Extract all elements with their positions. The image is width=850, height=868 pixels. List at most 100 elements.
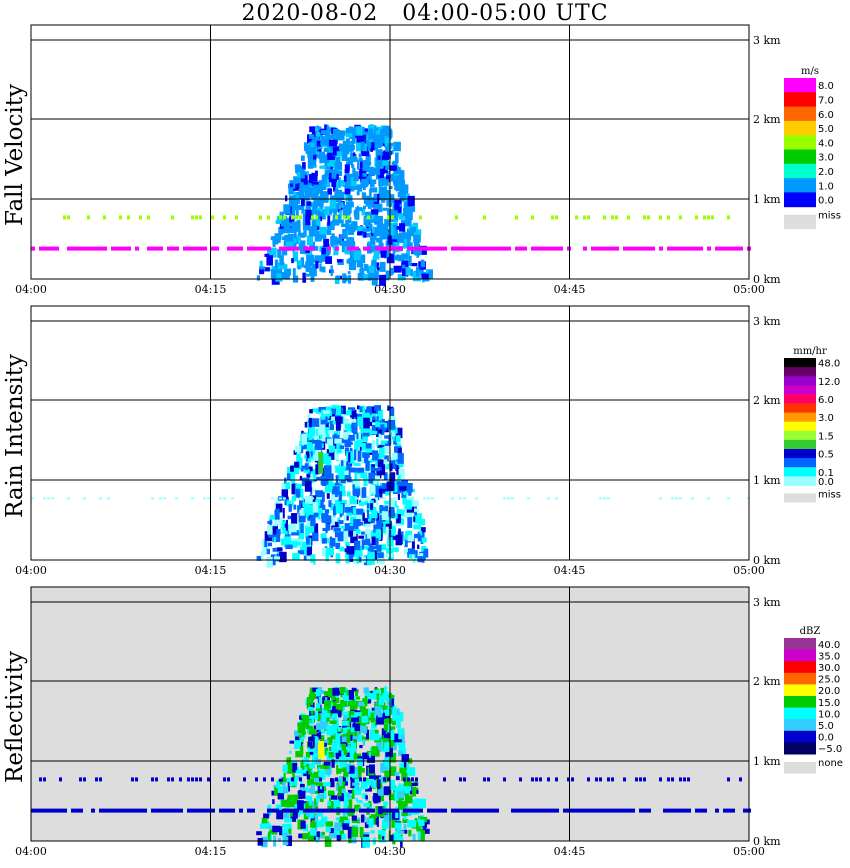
echo-cell	[350, 177, 357, 187]
echo-cell	[297, 800, 304, 811]
echo-cell	[342, 448, 345, 454]
band-cell	[395, 808, 399, 813]
echo-cell	[384, 426, 393, 433]
band-cell	[115, 808, 119, 813]
band-cell	[387, 246, 391, 251]
echo-cell	[292, 811, 298, 819]
band-cell	[127, 215, 130, 220]
echo-cell	[314, 813, 319, 824]
band-cell	[451, 808, 455, 813]
echo-cell	[325, 479, 333, 490]
band-cell	[171, 246, 175, 251]
echo-cell	[356, 144, 364, 149]
echo-cell	[293, 227, 297, 239]
echo-cell	[363, 486, 366, 495]
band-cell	[607, 246, 611, 251]
band-cell	[607, 777, 610, 782]
echo-cell	[375, 529, 382, 541]
echo-cell	[273, 517, 278, 529]
echo-cell	[363, 273, 371, 281]
echo-cell	[313, 748, 319, 759]
echo-cell	[345, 177, 351, 189]
band-cell	[171, 777, 174, 782]
echo-cell	[344, 692, 352, 701]
echo-cell	[328, 139, 337, 147]
band-cell	[603, 808, 607, 813]
echo-cell	[311, 246, 319, 251]
echo-cell	[272, 825, 281, 833]
echo-cell	[397, 469, 405, 480]
band-cell	[263, 777, 266, 782]
band-cell	[555, 246, 559, 251]
echo-cell	[363, 176, 370, 185]
echo-cell	[304, 463, 309, 471]
echo-cell	[342, 746, 350, 753]
band-cell	[275, 808, 279, 813]
echo-cell	[328, 430, 335, 435]
band-cell	[207, 777, 210, 782]
echo-cell	[292, 268, 296, 277]
echo-cell	[362, 173, 368, 177]
echo-cell	[274, 259, 279, 270]
band-cell	[251, 246, 255, 251]
echo-cell	[371, 275, 378, 286]
band-cell	[739, 777, 742, 782]
echo-cell	[351, 164, 355, 169]
echo-cell	[332, 146, 341, 156]
band-cell	[307, 246, 311, 251]
band-cell	[171, 215, 174, 220]
echo-cell	[336, 444, 342, 454]
echo-cell	[366, 729, 370, 739]
band-cell	[311, 497, 314, 500]
echo-cell	[312, 218, 321, 230]
echo-cell	[319, 159, 323, 164]
echo-cell	[261, 550, 264, 561]
echo-cell	[383, 786, 392, 796]
band-cell	[383, 777, 386, 782]
echo-cell	[310, 142, 315, 147]
band-cell	[259, 246, 263, 251]
echo-cell	[396, 465, 399, 475]
echo-cell	[385, 505, 389, 513]
band-cell	[679, 246, 683, 251]
band-cell	[51, 808, 55, 813]
y-tick-label: 1 km	[753, 474, 781, 487]
echo-cell	[376, 416, 379, 422]
colorbar-swatch	[784, 135, 816, 150]
colorbar-tick-label: 0.0	[818, 196, 834, 207]
echo-cell	[376, 237, 383, 243]
echo-cell	[334, 718, 339, 730]
band-cell	[195, 808, 199, 813]
band-cell	[459, 246, 463, 251]
echo-cell	[304, 480, 312, 492]
band-cell	[263, 246, 267, 251]
echo-cell	[307, 160, 313, 168]
band-cell	[531, 246, 535, 251]
echo-cell	[320, 735, 325, 743]
echo-cell	[343, 207, 350, 219]
echo-cell	[353, 540, 361, 551]
band-cell	[675, 497, 678, 500]
echo-cell	[394, 209, 402, 216]
echo-cell	[305, 146, 309, 154]
echo-cell	[325, 422, 329, 428]
echo-cell	[312, 418, 320, 427]
band-cell	[643, 246, 647, 251]
band-cell	[703, 808, 707, 813]
band-cell	[379, 497, 382, 500]
echo-cell	[385, 143, 390, 152]
band-cell	[71, 808, 75, 813]
echo-cell	[321, 175, 325, 180]
echo-cell	[273, 784, 277, 789]
band-cell	[75, 808, 79, 813]
echo-cell	[381, 179, 389, 187]
echo-cell	[388, 708, 395, 715]
echo-cell	[329, 828, 338, 838]
echo-cell	[405, 267, 411, 276]
echo-cell	[344, 411, 349, 416]
band-cell	[671, 246, 675, 251]
echo-cell	[256, 831, 262, 836]
echo-cell	[402, 497, 407, 505]
echo-cell	[331, 759, 335, 768]
band-cell	[351, 808, 355, 813]
